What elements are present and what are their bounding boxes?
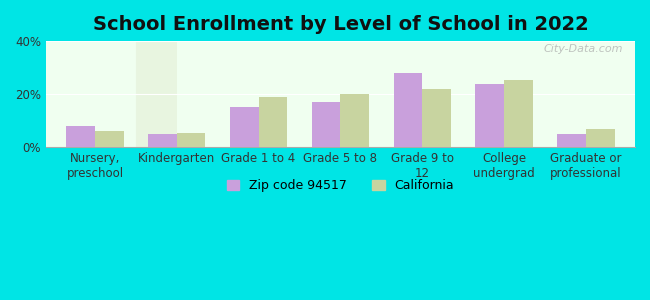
Bar [259,97,287,147]
Bar [312,102,341,147]
Bar [148,134,177,147]
Bar [504,80,533,147]
Text: City-Data.com: City-Data.com [543,44,623,54]
Bar [475,83,504,147]
Legend: Zip code 94517, California: Zip code 94517, California [223,176,458,196]
Bar [66,126,95,147]
Bar [586,129,614,147]
Title: School Enrollment by Level of School in 2022: School Enrollment by Level of School in … [92,15,588,34]
Bar [177,133,205,147]
Bar [95,131,124,147]
Bar [394,73,422,147]
Bar [341,94,369,147]
Bar [557,134,586,147]
Bar [230,107,259,147]
Bar [422,89,451,147]
